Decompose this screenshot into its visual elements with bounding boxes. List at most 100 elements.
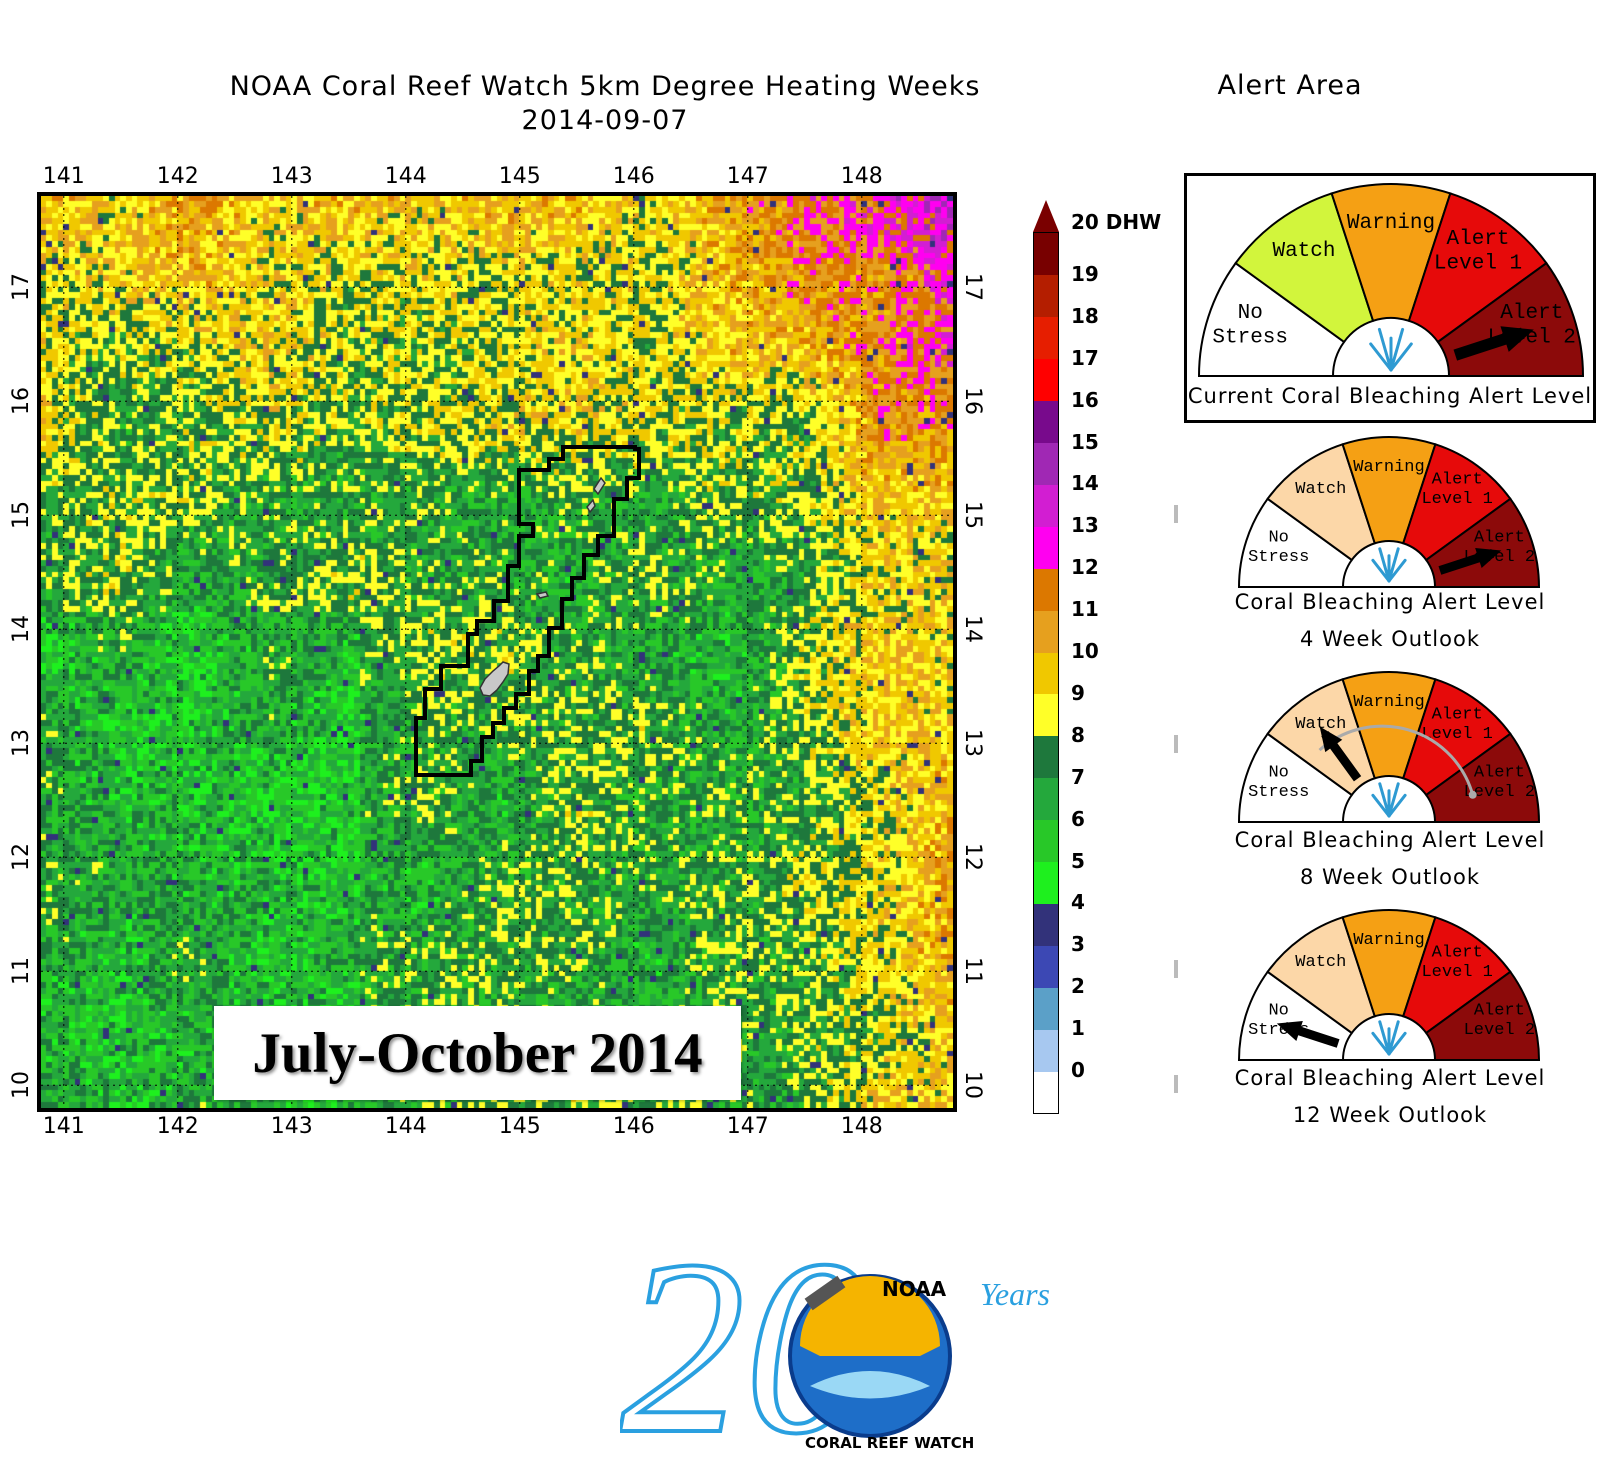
lat-tick-right: 11: [960, 957, 985, 986]
guam-landmass: [479, 661, 510, 697]
lon-tick-bottom: 146: [612, 1114, 655, 1139]
colorbar-segment: [1034, 987, 1058, 1030]
lat-tick-left: 15: [9, 501, 34, 530]
colorbar-level-label: 8: [1071, 722, 1085, 747]
gauge-label: Watch: [1295, 953, 1346, 972]
colorbar-segment: [1034, 819, 1058, 863]
gauge-label: No: [1268, 1001, 1288, 1020]
colorbar-level-label: 15: [1071, 429, 1099, 454]
gauge-label: Alert: [1447, 228, 1510, 251]
colorbar-segment: [1034, 568, 1058, 611]
coral-icon: [1369, 327, 1413, 372]
colorbar-level-label: 2: [1071, 974, 1085, 999]
period-label-box: July-October 2014: [214, 1006, 741, 1100]
gauge-pointer-head: [1276, 1020, 1303, 1041]
lat-tick-right: 14: [960, 615, 985, 644]
colorbar-segment: [1034, 735, 1058, 779]
outlook-4-caption-1: Coral Bleaching Alert Level: [1234, 590, 1546, 614]
gauge-label: Watch: [1272, 240, 1335, 263]
colorbar-level-label: 10: [1071, 639, 1099, 664]
gauge-label: Alert: [1432, 705, 1483, 724]
colorbar-level-label: 19: [1071, 261, 1099, 286]
map-overlay: [41, 196, 953, 1108]
lat-tick-right: 17: [960, 273, 985, 302]
coral-icon: [1371, 547, 1407, 583]
lat-tick-right: 10: [960, 1071, 985, 1100]
gauge-label: Level 1: [1421, 963, 1492, 982]
logo-org-bottom: CORAL REEF WATCH: [805, 1434, 974, 1452]
gauge-label: No: [1238, 302, 1263, 325]
divider-stub: [1174, 1075, 1178, 1093]
trend-arrow-start: [1468, 790, 1477, 799]
logo-wave: [810, 1371, 930, 1399]
lon-tick-top: 145: [498, 164, 541, 189]
tinian-island: [586, 498, 596, 514]
lon-tick-top: 142: [156, 164, 199, 189]
colorbar-segment: [1034, 400, 1058, 443]
colorbar-segment: [1034, 316, 1058, 360]
logo-org-top: NOAA: [882, 1277, 947, 1301]
outlook-8-caption-1: Coral Bleaching Alert Level: [1234, 828, 1546, 852]
lat-tick-left: 14: [9, 615, 34, 644]
colorbar-level-label: 14: [1071, 471, 1099, 496]
colorbar-level-label: 11: [1071, 597, 1099, 622]
gauge-label: No: [1268, 528, 1288, 547]
map-title-line1: NOAA Coral Reef Watch 5km Degree Heating…: [229, 71, 981, 102]
logo-satellite: [804, 1275, 846, 1311]
colorbar-level-label: 16: [1071, 387, 1099, 412]
outlook-12-caption-2: 12 Week Outlook: [1292, 1103, 1488, 1127]
gauge-label: Warning: [1353, 458, 1424, 477]
map-gridlines: [41, 196, 953, 1108]
colorbar-max-arrow: [1033, 200, 1059, 232]
lon-tick-top: 148: [840, 164, 883, 189]
lon-tick-top: 141: [42, 164, 85, 189]
colorbar-level-label: 5: [1071, 848, 1085, 873]
coral-branch: [1389, 327, 1405, 372]
colorbar-segment: [1034, 610, 1058, 653]
colorbar-segment: [1034, 526, 1058, 569]
lon-tick-top: 144: [384, 164, 427, 189]
colorbar-segment: [1034, 945, 1058, 988]
colorbar-level-label: 3: [1071, 932, 1085, 957]
lat-tick-right: 15: [960, 501, 985, 530]
gauge-label: Level 2: [1464, 1021, 1535, 1040]
lon-tick-bottom: 141: [42, 1114, 85, 1139]
gauge-sector-watch: [1234, 192, 1375, 344]
gauge-sector-warning: [1330, 183, 1452, 323]
colorbar-segment: [1034, 777, 1058, 821]
logo-sun-band: [800, 1276, 940, 1356]
colorbar-segment: [1034, 233, 1058, 276]
lon-tick-top: 147: [726, 164, 769, 189]
period-label: July-October 2014: [252, 1021, 703, 1085]
divider-stub: [1174, 505, 1178, 523]
coral-icon: [1371, 782, 1407, 818]
gauge-label: Level 1: [1421, 490, 1492, 509]
colorbar-level-label: 6: [1071, 806, 1085, 831]
gauge-label: Alert: [1474, 763, 1525, 782]
lat-tick-right: 13: [960, 729, 985, 758]
divider-stub: [1174, 960, 1178, 978]
colorbar-level-label: 13: [1071, 513, 1099, 538]
outlook-12-caption-1: Coral Bleaching Alert Level: [1234, 1066, 1546, 1090]
lat-tick-left: 13: [9, 729, 34, 758]
current-alert-caption: Current Coral Bleaching Alert Level: [1187, 384, 1593, 408]
colorbar-segment: [1034, 1029, 1058, 1072]
lat-tick-left: 12: [9, 843, 34, 872]
colorbar-level-label: 12: [1071, 555, 1099, 580]
gauge-label: Alert: [1500, 302, 1563, 325]
dhw-colorbar: [1033, 232, 1059, 1114]
gauge-label: Warning: [1347, 212, 1435, 235]
gauge-label: Stress: [1248, 548, 1309, 567]
colorbar-segment: [1034, 693, 1058, 737]
lon-tick-bottom: 142: [156, 1114, 199, 1139]
lat-tick-left: 17: [9, 273, 34, 302]
coral-icon: [1371, 1020, 1407, 1056]
colorbar-segment: [1034, 903, 1058, 946]
gauge-label: No: [1268, 763, 1288, 782]
dhw-map[interactable]: July-October 2014: [37, 192, 957, 1112]
divider-stub: [1174, 735, 1178, 753]
saipan-island: [593, 476, 606, 496]
gauge-label: Watch: [1295, 480, 1346, 499]
colorbar-level-label: 9: [1071, 680, 1085, 705]
